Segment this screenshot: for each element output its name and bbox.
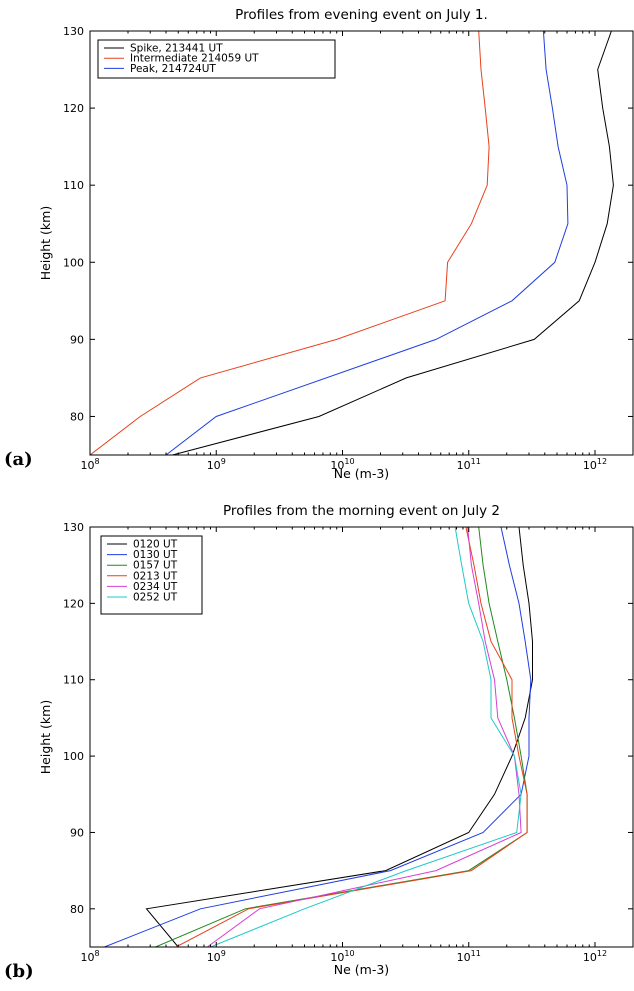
series-line-6 bbox=[210, 527, 522, 947]
x-tick-label: 108 bbox=[80, 457, 99, 472]
plot-frame bbox=[89, 526, 634, 948]
y-tick-label: 120 bbox=[63, 597, 84, 610]
legend-label-3: 0157 UT bbox=[133, 560, 178, 572]
y-tick-label: 80 bbox=[70, 410, 84, 423]
plot-frame bbox=[89, 30, 634, 456]
legend-label-1: Spike, 213441 UT bbox=[130, 43, 223, 55]
y-tick-label: 120 bbox=[63, 102, 84, 115]
series-line-3 bbox=[155, 527, 528, 947]
x-tick-label: 1011 bbox=[457, 949, 481, 964]
x-tick-label: 108 bbox=[80, 949, 99, 964]
chart-panel-a: Profiles from evening event on July 1. (a… bbox=[4, 7, 634, 481]
x-tick-label: 109 bbox=[207, 949, 226, 964]
series-line-1 bbox=[145, 527, 533, 947]
x-tick-label: 1012 bbox=[583, 949, 607, 964]
y-tick-label: 90 bbox=[70, 826, 84, 839]
y-tick-label: 130 bbox=[63, 25, 84, 38]
y-tick-label: 110 bbox=[63, 674, 84, 687]
series-line-2 bbox=[90, 31, 490, 455]
x-tick-label: 1010 bbox=[330, 457, 354, 472]
series-line-1 bbox=[172, 31, 614, 455]
y-tick-label: 80 bbox=[70, 903, 84, 916]
legend-label-1: 0120 UT bbox=[133, 539, 178, 551]
panel-letter: (b) bbox=[4, 961, 34, 982]
y-tick-label: 100 bbox=[63, 750, 84, 763]
chart-title: Profiles from the morning event on July … bbox=[223, 503, 500, 519]
legend-label-2: 0130 UT bbox=[133, 549, 178, 561]
legend-label-5: 0234 UT bbox=[133, 581, 178, 593]
x-axis-label: Ne (m-3) bbox=[334, 466, 389, 481]
chart-title: Profiles from evening event on July 1. bbox=[235, 7, 488, 23]
series-line-2 bbox=[104, 527, 532, 947]
y-tick-label: 100 bbox=[63, 256, 84, 269]
y-tick-label: 110 bbox=[63, 179, 84, 192]
series-line-5 bbox=[207, 527, 522, 947]
series-line-3 bbox=[165, 31, 569, 455]
legend-box bbox=[97, 39, 336, 79]
x-tick-label: 1010 bbox=[330, 949, 354, 964]
panel-letter: (a) bbox=[4, 449, 33, 470]
x-tick-label: 1011 bbox=[457, 457, 481, 472]
legend-label-4: 0213 UT bbox=[133, 570, 178, 582]
y-axis-label: Height (km) bbox=[38, 206, 53, 280]
y-tick-label: 90 bbox=[70, 333, 84, 346]
legend-label-3: Peak, 214724UT bbox=[130, 63, 216, 75]
x-tick-label: 1012 bbox=[583, 457, 607, 472]
y-axis-label: Height (km) bbox=[38, 700, 53, 774]
series-line-4 bbox=[175, 527, 528, 947]
y-tick-label: 130 bbox=[63, 521, 84, 534]
legend-label-6: 0252 UT bbox=[133, 592, 178, 604]
chart-panel-b: Profiles from the morning event on July … bbox=[4, 503, 634, 982]
x-tick-label: 109 bbox=[207, 457, 226, 472]
legend-label-2: Intermediate 214059 UT bbox=[130, 53, 259, 65]
x-axis-label: Ne (m-3) bbox=[334, 962, 389, 977]
legend-box bbox=[100, 535, 203, 615]
